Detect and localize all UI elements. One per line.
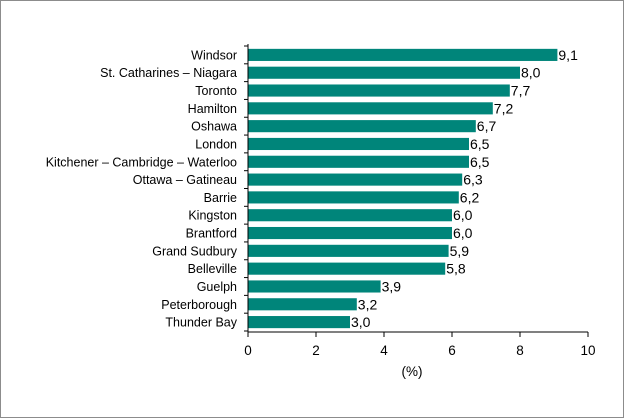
bar [248, 120, 476, 133]
bar-value-label: 9,1 [558, 47, 578, 63]
bar [248, 173, 463, 186]
bar-value-label: 8,0 [521, 65, 541, 81]
category-label: Belleville [188, 262, 237, 276]
category-label: Grand Sudbury [152, 244, 238, 258]
category-label: Brantford [186, 227, 237, 241]
category-label: Guelph [197, 280, 237, 294]
category-label: St. Catharines – Niagara [100, 66, 237, 80]
category-label: Windsor [191, 48, 237, 62]
bar [248, 155, 469, 168]
bar-value-label: 5,8 [446, 261, 466, 277]
bar [248, 102, 493, 115]
bar [248, 262, 446, 275]
bar-value-label: 6,5 [470, 136, 490, 152]
bar-value-label: 6,5 [470, 154, 490, 170]
x-tick-label: 8 [516, 343, 524, 358]
bar [248, 84, 510, 97]
bar-value-label: 6,0 [453, 225, 473, 241]
category-label: Ottawa – Gatineau [133, 173, 237, 187]
bar [248, 226, 452, 240]
bar-value-label: 5,9 [450, 243, 470, 259]
bar [248, 191, 459, 204]
axes-group: 0 2 4 6 8 10 [244, 44, 596, 358]
category-label: Barrie [204, 191, 237, 205]
value-labels-group: 9,1 8,0 7,77,2 6,7 6,5 6,5 6,36,2 6,0 6,0 5,9 5,8 3… [351, 47, 578, 330]
x-tick-label: 2 [312, 343, 320, 358]
category-label: Thunder Bay [165, 316, 237, 330]
category-labels-group: Windsor St. Catharines – Niagara Toronto Ha… [46, 48, 238, 329]
bar [248, 244, 449, 257]
bar-value-label: 6,7 [477, 118, 497, 134]
bar [248, 66, 520, 79]
bar [248, 316, 350, 329]
bar-value-label: 7,7 [511, 83, 531, 99]
bar-value-label: 6,2 [460, 189, 480, 205]
bar-value-label: 6,0 [453, 207, 473, 223]
x-tick-label: 10 [580, 343, 595, 358]
bar [248, 209, 452, 222]
bar-value-label: 3,9 [382, 278, 402, 294]
category-label: Oshawa [191, 120, 237, 134]
x-axis-title: (%) [402, 364, 423, 379]
bar-value-label: 3,2 [358, 296, 378, 312]
category-label: Kingston [188, 209, 237, 223]
bar [248, 298, 357, 311]
category-label: Peterborough [161, 298, 237, 312]
bar [248, 48, 558, 61]
bar-value-label: 6,3 [463, 172, 483, 188]
bar [248, 280, 381, 293]
bar-value-label: 7,2 [494, 100, 514, 116]
x-tick-label: 0 [244, 343, 252, 358]
bar [248, 137, 469, 151]
category-label: Hamilton [188, 102, 237, 116]
category-label: Toronto [195, 84, 237, 98]
bar-value-label: 3,0 [351, 314, 371, 330]
bars-group [248, 48, 558, 329]
x-tick-label: 4 [380, 343, 388, 358]
x-tick-label: 6 [448, 343, 456, 358]
category-label: Kitchener – Cambridge – Waterloo [46, 155, 237, 169]
category-label: London [195, 137, 237, 151]
